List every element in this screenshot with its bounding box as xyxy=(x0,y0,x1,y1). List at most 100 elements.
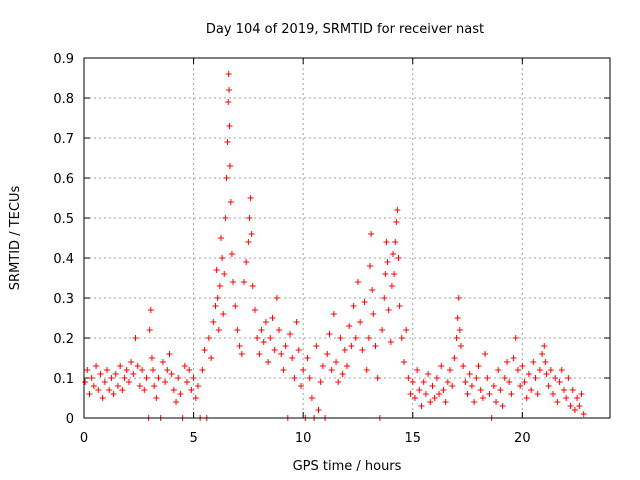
data-point xyxy=(247,195,254,201)
data-point xyxy=(258,327,265,333)
data-point xyxy=(438,363,445,369)
x-tick-label: 20 xyxy=(514,431,531,446)
data-point xyxy=(220,311,227,317)
data-point xyxy=(181,363,188,369)
data-point xyxy=(106,387,113,393)
data-point xyxy=(395,255,402,261)
data-point xyxy=(348,343,355,349)
data-point xyxy=(565,375,572,381)
y-tick-label: 0.4 xyxy=(53,252,74,267)
data-point xyxy=(403,327,410,333)
data-point xyxy=(225,99,232,105)
data-point xyxy=(212,303,219,309)
chart-title: Day 104 of 2019, SRMTID for receiver nas… xyxy=(206,22,484,37)
data-point xyxy=(153,395,160,401)
data-point xyxy=(313,343,320,349)
data-point xyxy=(256,351,263,357)
data-point xyxy=(146,327,153,333)
data-point xyxy=(495,367,502,373)
data-point xyxy=(141,387,148,393)
data-point xyxy=(455,295,462,301)
data-point xyxy=(400,359,407,365)
data-point xyxy=(271,347,278,353)
data-point xyxy=(326,331,333,337)
data-point xyxy=(214,295,221,301)
data-point xyxy=(382,271,389,277)
data-point xyxy=(295,347,302,353)
data-point xyxy=(168,371,175,377)
data-point xyxy=(337,335,344,341)
data-point xyxy=(248,231,255,237)
data-point xyxy=(319,363,326,369)
data-point xyxy=(391,271,398,277)
data-point xyxy=(254,335,261,341)
data-point xyxy=(119,387,126,393)
data-point xyxy=(201,347,208,353)
data-point xyxy=(414,367,421,373)
data-point xyxy=(542,359,549,365)
data-point xyxy=(216,283,223,289)
data-point xyxy=(392,239,399,245)
data-point xyxy=(280,367,287,373)
data-point xyxy=(267,335,274,341)
data-point xyxy=(339,371,346,377)
data-point xyxy=(466,371,473,377)
data-point xyxy=(536,367,543,373)
data-point xyxy=(223,175,230,181)
data-point xyxy=(128,359,135,365)
data-point xyxy=(510,355,517,361)
data-point xyxy=(278,351,285,357)
data-point xyxy=(503,359,510,365)
data-point xyxy=(365,335,372,341)
data-point xyxy=(471,399,478,405)
data-point xyxy=(236,343,243,349)
data-point xyxy=(199,367,206,373)
data-point xyxy=(139,367,146,373)
data-point xyxy=(300,367,307,373)
data-point xyxy=(484,375,491,381)
data-point xyxy=(265,359,272,365)
data-point xyxy=(276,327,283,333)
plot-border xyxy=(83,57,611,419)
data-point xyxy=(208,355,215,361)
data-point xyxy=(194,383,201,389)
data-point xyxy=(359,347,366,353)
data-point xyxy=(112,371,119,377)
data-point xyxy=(114,383,121,389)
data-point xyxy=(215,327,222,333)
data-point xyxy=(177,391,184,397)
data-point xyxy=(90,383,97,389)
data-point xyxy=(147,307,154,313)
data-point xyxy=(136,383,143,389)
data-point xyxy=(82,379,89,385)
data-point xyxy=(228,251,235,257)
data-point xyxy=(317,379,324,385)
data-point xyxy=(95,387,102,393)
tick-labels: 0 0.1 0.2 0.3 0.4 0.5 0.6 0.7 0.8 0.9 0 5 10 15 20 xyxy=(53,52,530,446)
y-tick-label: 0.2 xyxy=(53,332,74,347)
data-point xyxy=(479,395,486,401)
data-point xyxy=(497,387,504,393)
data-point xyxy=(464,391,471,397)
data-point xyxy=(554,399,561,405)
data-point xyxy=(393,219,400,225)
data-point xyxy=(246,215,253,221)
data-point xyxy=(335,379,342,385)
y-tick-label: 0.7 xyxy=(53,132,74,147)
data-point xyxy=(230,279,237,285)
data-point xyxy=(110,391,117,397)
data-point xyxy=(556,379,563,385)
y-tick-label: 0.5 xyxy=(53,212,74,227)
data-point xyxy=(394,207,401,213)
data-point xyxy=(262,319,269,325)
data-point xyxy=(405,375,412,381)
data-point xyxy=(486,391,493,397)
data-point xyxy=(390,251,397,257)
data-point xyxy=(416,387,423,393)
y-tick-label: 0 xyxy=(66,412,74,427)
data-point xyxy=(447,367,454,373)
data-point xyxy=(173,399,180,405)
data-point xyxy=(273,295,280,301)
data-point xyxy=(162,379,169,385)
